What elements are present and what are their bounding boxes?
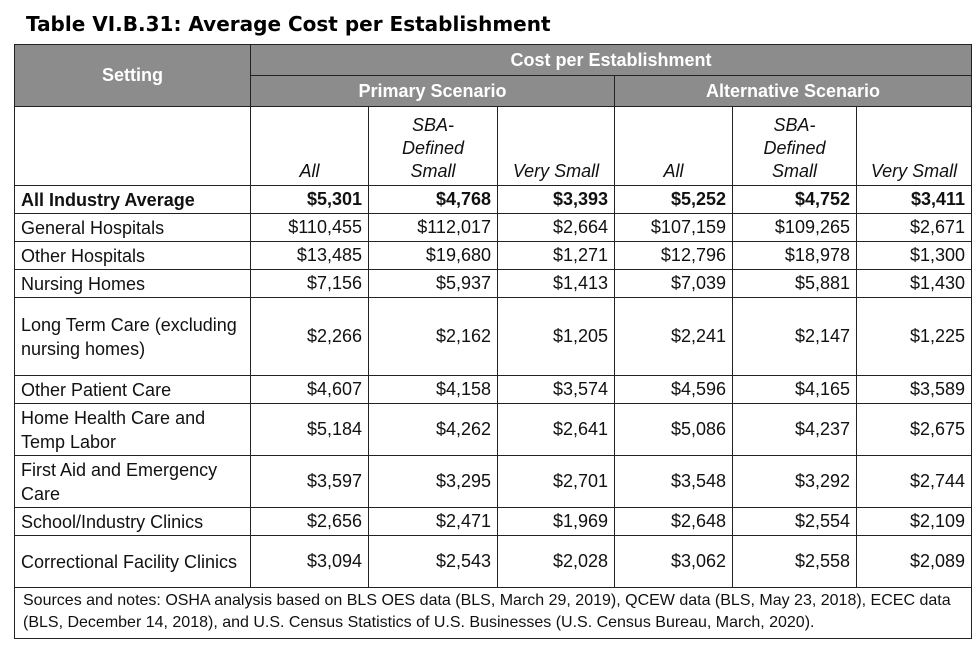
cost-cell: $5,252 xyxy=(614,185,733,214)
cost-cell: $18,978 xyxy=(732,241,857,270)
column-header: All xyxy=(250,106,369,186)
cost-cell: $3,393 xyxy=(497,185,615,214)
cost-cell: $2,671 xyxy=(855,213,973,242)
cost-cell: $2,543 xyxy=(368,535,498,588)
cost-cell: $3,589 xyxy=(855,375,973,404)
cost-cell: $3,548 xyxy=(614,455,733,508)
table-row: First Aid and Emergency Care $3,597 $3,295… xyxy=(14,455,973,508)
cost-cell: $1,271 xyxy=(497,241,615,270)
cost-cell: $7,156 xyxy=(250,269,369,298)
cost-cell: $5,184 xyxy=(250,403,369,456)
setting-cell: First Aid and Emergency Care xyxy=(14,455,251,508)
cost-cell: $7,039 xyxy=(614,269,733,298)
cost-cell: $2,554 xyxy=(732,507,857,536)
setting-cell: Nursing Homes xyxy=(14,269,251,298)
setting-cell: Other Patient Care xyxy=(14,375,251,404)
table-row: Correctional Facility Clinics $3,094 $2,54… xyxy=(14,535,973,588)
cost-cell: $110,455 xyxy=(250,213,369,242)
cost-cell: $2,089 xyxy=(855,535,973,588)
cost-cell: $2,664 xyxy=(497,213,615,242)
sources-note: Sources and notes: OSHA analysis based o… xyxy=(13,587,973,639)
table-row: Long Term Care (excluding nursing homes)… xyxy=(14,297,973,376)
table-row: Home Health Care and Temp Labor $5,184 $4,… xyxy=(14,403,973,456)
cost-cell: $5,301 xyxy=(250,185,369,214)
table-row: All Industry Average $5,301 $4,768 $3,393 $5… xyxy=(14,185,973,214)
cost-cell: $2,028 xyxy=(497,535,615,588)
cost-cell: $4,768 xyxy=(368,185,498,214)
alternative-scenario-header: Alternative Scenario xyxy=(613,75,973,107)
cost-cell: $2,109 xyxy=(855,507,973,536)
table-title: Table VI.B.31: Average Cost per Establis… xyxy=(26,12,551,36)
cost-cell: $13,485 xyxy=(250,241,369,270)
cost-cell: $3,094 xyxy=(250,535,369,588)
cost-cell: $3,574 xyxy=(497,375,615,404)
cost-cell: $2,147 xyxy=(732,297,857,376)
cost-cell: $4,237 xyxy=(732,403,857,456)
cost-table: Setting Cost per Establishment Primary S… xyxy=(13,44,973,639)
cost-cell: $2,656 xyxy=(250,507,369,536)
cost-cell: $112,017 xyxy=(368,213,498,242)
cost-cell: $2,641 xyxy=(497,403,615,456)
cost-cell: $1,205 xyxy=(497,297,615,376)
cost-cell: $12,796 xyxy=(614,241,733,270)
setting-cell: School/Industry Clinics xyxy=(14,507,251,536)
cost-cell: $1,430 xyxy=(855,269,973,298)
setting-header-fill xyxy=(14,106,251,186)
setting-cell: General Hospitals xyxy=(14,213,251,242)
cost-cell: $5,086 xyxy=(614,403,733,456)
cost-cell: $1,413 xyxy=(497,269,615,298)
column-header: SBA-Defined Small xyxy=(368,106,498,186)
setting-cell: Other Hospitals xyxy=(14,241,251,270)
cost-header: Cost per Establishment xyxy=(249,44,973,76)
primary-scenario-header: Primary Scenario xyxy=(250,75,615,107)
cost-cell: $1,300 xyxy=(855,241,973,270)
cost-cell: $1,225 xyxy=(855,297,973,376)
table-row: Nursing Homes $7,156 $5,937 $1,413 $7,039 $5,… xyxy=(14,269,973,298)
cost-cell: $2,471 xyxy=(368,507,498,536)
column-header: SBA-Defined Small xyxy=(732,106,857,186)
column-header: Very Small xyxy=(497,106,615,186)
column-header: Very Small xyxy=(855,106,973,186)
setting-header: Setting xyxy=(14,44,251,107)
table-row: School/Industry Clinics $2,656 $2,471 $1,96… xyxy=(14,507,973,536)
cost-cell: $4,165 xyxy=(732,375,857,404)
cost-cell: $4,607 xyxy=(250,375,369,404)
cost-cell: $5,937 xyxy=(368,269,498,298)
cost-cell: $2,266 xyxy=(250,297,369,376)
cost-cell: $5,881 xyxy=(732,269,857,298)
cost-cell: $4,158 xyxy=(368,375,498,404)
cost-cell: $2,162 xyxy=(368,297,498,376)
cost-cell: $2,241 xyxy=(614,297,733,376)
table-body: All Industry Average $5,301 $4,768 $3,393 $5… xyxy=(14,185,973,588)
cost-cell: $4,752 xyxy=(732,185,857,214)
setting-cell: Home Health Care and Temp Labor xyxy=(14,403,251,456)
table-row: General Hospitals $110,455 $112,017 $2,664 $… xyxy=(14,213,973,242)
setting-cell: Correctional Facility Clinics xyxy=(14,535,251,588)
cost-cell: $2,648 xyxy=(614,507,733,536)
setting-cell: Long Term Care (excluding nursing homes) xyxy=(14,297,251,376)
table-row: Other Hospitals $13,485 $19,680 $1,271 $12,7… xyxy=(14,241,973,270)
cost-cell: $107,159 xyxy=(614,213,733,242)
cost-cell: $3,295 xyxy=(368,455,498,508)
cost-cell: $19,680 xyxy=(368,241,498,270)
cost-cell: $3,292 xyxy=(732,455,857,508)
cost-cell: $2,701 xyxy=(497,455,615,508)
setting-cell: All Industry Average xyxy=(14,185,251,214)
cost-cell: $3,597 xyxy=(250,455,369,508)
cost-cell: $1,969 xyxy=(497,507,615,536)
cost-cell: $3,411 xyxy=(855,185,973,214)
table-row: Other Patient Care $4,607 $4,158 $3,574 $4,5… xyxy=(14,375,973,404)
column-header: All xyxy=(614,106,733,186)
cost-cell: $3,062 xyxy=(614,535,733,588)
cost-cell: $2,675 xyxy=(855,403,973,456)
cost-cell: $4,596 xyxy=(614,375,733,404)
cost-cell: $4,262 xyxy=(368,403,498,456)
cost-cell: $2,744 xyxy=(855,455,973,508)
cost-cell: $2,558 xyxy=(732,535,857,588)
cost-cell: $109,265 xyxy=(732,213,857,242)
